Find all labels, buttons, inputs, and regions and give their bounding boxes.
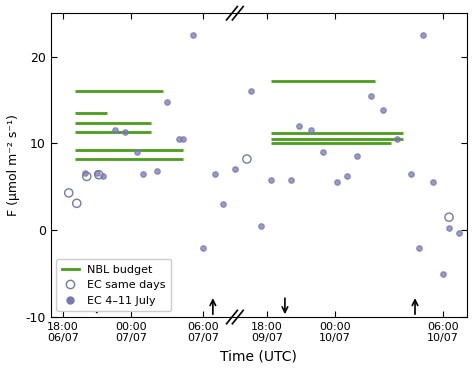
Point: [267, 177, 275, 183]
Point: [445, 214, 453, 220]
Point: [367, 93, 375, 99]
Point: [439, 271, 447, 277]
Point: [243, 156, 251, 162]
Point: [83, 174, 91, 179]
Point: [211, 171, 219, 177]
Point: [111, 127, 118, 133]
Point: [287, 177, 295, 183]
Point: [175, 136, 182, 142]
Point: [445, 225, 453, 231]
Point: [429, 179, 437, 185]
Point: [65, 190, 73, 196]
Point: [343, 174, 351, 179]
Point: [133, 149, 141, 155]
Point: [333, 179, 341, 185]
Point: [73, 201, 81, 206]
Point: [247, 88, 255, 94]
Point: [455, 230, 463, 236]
Point: [81, 170, 89, 176]
Legend: NBL budget, EC same days, EC 4–11 July: NBL budget, EC same days, EC 4–11 July: [56, 259, 172, 312]
X-axis label: Time (UTC): Time (UTC): [220, 349, 297, 363]
Point: [407, 171, 415, 177]
Point: [163, 99, 171, 105]
Point: [295, 123, 303, 129]
Point: [419, 32, 427, 38]
Y-axis label: F (μmol m⁻² s⁻¹): F (μmol m⁻² s⁻¹): [7, 114, 20, 216]
Point: [139, 171, 146, 177]
Point: [415, 245, 423, 250]
Point: [95, 172, 102, 178]
Point: [257, 223, 264, 229]
Point: [179, 136, 187, 142]
Point: [353, 154, 361, 159]
Point: [307, 127, 315, 133]
Point: [393, 136, 401, 142]
Point: [99, 172, 107, 178]
Point: [379, 107, 387, 113]
Point: [121, 129, 128, 135]
Point: [219, 201, 227, 207]
Point: [153, 168, 161, 174]
Point: [93, 170, 100, 176]
Point: [319, 149, 327, 155]
Point: [189, 32, 197, 38]
Point: [231, 166, 239, 172]
Point: [199, 245, 207, 250]
